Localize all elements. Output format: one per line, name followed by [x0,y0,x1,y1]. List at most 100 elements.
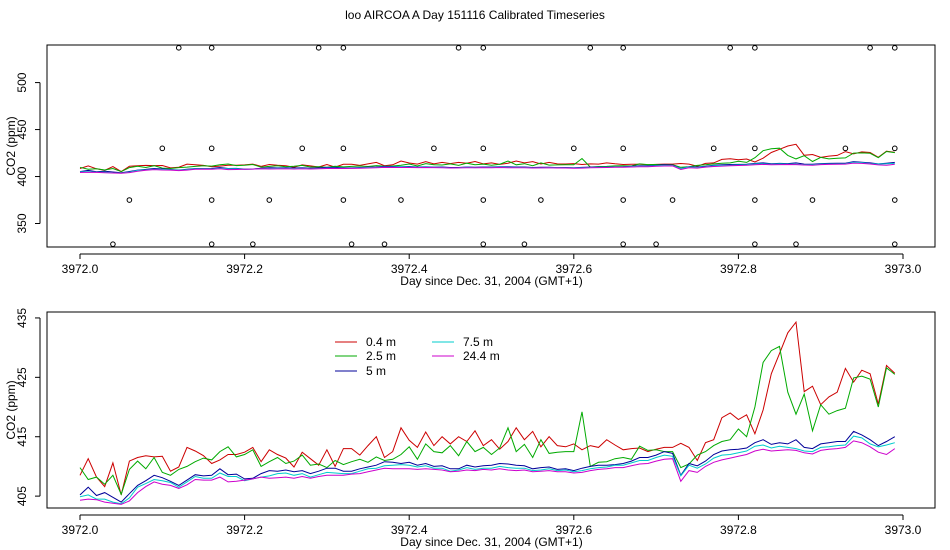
y-tick-label: 450 [15,119,29,139]
flag-point [727,45,733,51]
series-group [79,143,895,174]
x-tick-label: 3972.6 [555,523,592,537]
flag-point [266,197,273,203]
chart-title: loo AIRCOA A Day 151116 Calibrated Times… [345,8,605,22]
y-tick-label: 350 [15,213,29,233]
flag-point [480,45,487,51]
legend-label: 0.4 m [366,335,396,349]
legend-item: 7.5 m [432,335,493,349]
series-line-2-5-m [79,147,895,173]
plot-panel-1: 3972.0 3972.2 3972.4 3972.6 3972.8 3973.0 Day … [4,44,936,288]
x-tick-label: 3972.4 [391,523,428,537]
legend-label: 5 m [366,364,386,378]
flag-point [538,197,544,203]
x-axis-label: Day since Dec. 31, 2004 (GMT+1) [400,274,582,288]
legend-label: 24.4 m [463,349,500,363]
flag-point [891,145,898,152]
series-line-0-4-m [79,320,896,496]
flag-point [340,145,347,152]
y-axis: 350 400 450 500 CO2 (ppm) [4,72,41,234]
flag-point [710,145,717,152]
flag-point [159,145,166,152]
flag-point [455,45,462,51]
flag-point [340,197,347,203]
legend-item: 2.5 m [335,349,396,363]
flag-point [208,145,215,152]
flag-point [587,45,594,51]
x-tick-label: 3972.8 [720,523,757,537]
x-tick-label: 3973.0 [885,523,922,537]
flag-point [208,241,215,247]
flag-point [480,197,487,203]
flag-point [752,197,758,203]
legend-item: 5 m [335,364,386,378]
flag-point [809,197,816,203]
series-line-0-4-m [79,143,895,173]
x-tick-label: 3972.0 [62,523,99,537]
series-line-24-4-m [79,440,896,505]
legend-item: 24.4 m [432,349,500,363]
x-tick-label: 3972.6 [555,262,592,276]
flag-point [480,145,487,152]
flag-point [381,241,388,247]
flag-point [521,241,528,247]
flag-point [653,241,659,247]
series-line-7-5-m [79,435,895,505]
flag-point [752,45,758,51]
flag-point [891,197,898,203]
legend: 0.4 m2.5 m5 m 7.5 m24.4 m [335,335,500,378]
flag-point [348,241,355,247]
flag-point [867,45,873,51]
flag-point [620,145,626,152]
y-tick-label: 425 [15,367,29,387]
x-axis: 3972.0 3972.2 3972.4 3972.6 3972.8 3973.0 Day … [62,514,922,549]
flag-point [208,197,215,203]
flag-point [891,241,898,247]
plot-frame [46,44,936,248]
legend-item: 0.4 m [335,335,396,349]
flag-point [793,241,799,247]
flag-point [126,197,133,203]
flag-point [299,145,306,152]
flag-point [340,45,347,51]
flag-point [571,145,577,152]
flag-point [315,45,322,51]
legend-label: 7.5 m [463,335,493,349]
flag-point [480,241,487,247]
x-tick-label: 3972.0 [62,262,99,276]
y-tick-label: 400 [15,166,29,186]
y-tick-label: 405 [15,486,29,506]
flag-point [620,241,626,247]
flag-point [208,45,215,51]
x-tick-label: 3972.4 [391,262,428,276]
x-tick-label: 3972.8 [720,262,757,276]
y-axis-label: CO2 (ppm) [4,380,18,439]
flag-points [110,45,898,247]
flag-point [175,45,182,51]
y-tick-label: 415 [15,426,29,446]
flag-point [842,145,849,152]
series-group [79,320,896,505]
plot-frame [46,311,936,509]
flag-point [250,241,256,247]
y-axis-label: CO2 (ppm) [4,116,18,175]
series-line-2-5-m [79,345,896,496]
flag-point [752,145,758,152]
y-tick-label: 500 [15,72,29,92]
flag-point [431,145,437,152]
flag-point [669,197,676,203]
y-axis: 405 415 425 435 CO2 (ppm) [4,308,41,506]
series-line-5-m [79,430,896,503]
x-axis-label: Day since Dec. 31, 2004 (GMT+1) [400,535,582,549]
flag-point [752,241,758,247]
series-line-24-4-m [79,162,895,174]
x-axis: 3972.0 3972.2 3972.4 3972.6 3972.8 3973.0 Day … [62,253,922,288]
x-tick-label: 3973.0 [885,262,922,276]
x-tick-label: 3972.2 [226,523,263,537]
flag-point [891,45,898,51]
flag-point [620,45,626,51]
y-tick-label: 435 [15,308,29,328]
legend-label: 2.5 m [366,349,396,363]
flag-point [398,197,404,203]
